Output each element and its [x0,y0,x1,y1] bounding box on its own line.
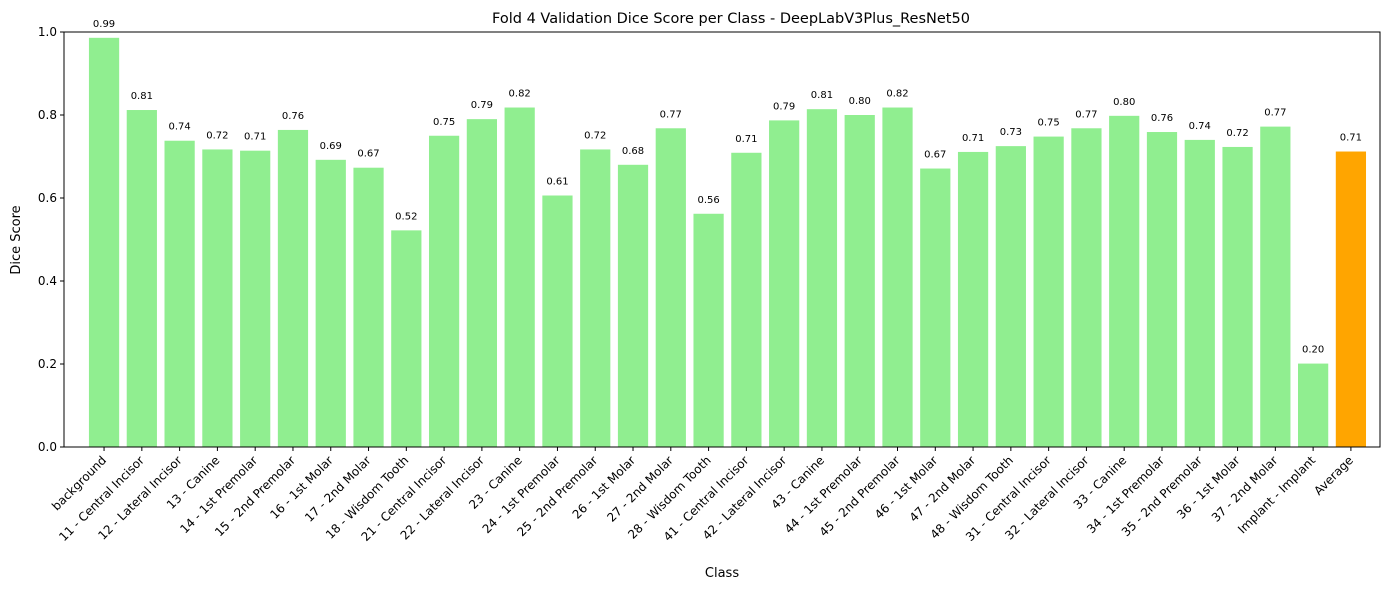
bar-24 [995,146,1026,447]
bar-value-label: 0.72 [206,130,228,141]
bar-value-label: 0.76 [282,111,304,122]
bar-31 [1260,126,1291,448]
bar-26 [1071,128,1102,447]
bar-value-label: 0.72 [584,130,606,141]
y-tick-label: 0.0 [38,440,57,454]
bar-2 [164,140,195,448]
chart-title: Fold 4 Validation Dice Score per Class -… [492,11,970,27]
bar-value-label: 0.56 [697,195,719,206]
bar-value-label: 0.82 [509,89,531,100]
bar-value-label: 0.81 [811,90,833,101]
bar-12 [542,195,573,447]
y-tick-label: 0.4 [38,274,57,288]
bar-value-label: 0.80 [1113,97,1135,108]
bar-value-label: 0.79 [773,101,795,112]
y-tick-label: 1.0 [38,25,57,39]
x-tick-label: 37 - 2nd Molar [1209,453,1281,525]
bar-7 [353,167,384,447]
bar-22 [920,168,951,447]
bar-13 [580,149,611,447]
bar-value-label: 0.75 [433,117,455,128]
bar-value-label: 0.76 [1151,113,1173,124]
bar-value-label: 0.20 [1302,345,1324,356]
x-tick-label: 27 - 2nd Molar [604,453,676,525]
bar-value-label: 0.69 [320,141,342,152]
bar-value-label: 0.72 [1226,128,1248,139]
y-axis-label: Dice Score [9,205,24,274]
bar-value-label: 0.71 [962,133,984,144]
bar-32 [1298,363,1329,447]
bar-1 [126,110,157,448]
bar-8 [391,230,422,447]
bar-5 [277,129,309,447]
bar-value-label: 0.74 [1189,121,1211,132]
bars-group [88,37,1367,448]
bar-value-label: 0.77 [660,109,682,120]
bar-value-label: 0.77 [1264,108,1286,119]
bar-25 [1033,136,1064,447]
bar-3 [202,149,233,447]
x-tick-label: Average [1311,453,1356,498]
x-axis-label: Class [705,566,739,581]
bar-28 [1146,132,1178,447]
bar-value-label: 0.61 [546,177,568,188]
bar-value-label: 0.74 [168,122,190,133]
bar-19 [806,109,838,447]
bar-value-label: 0.81 [131,91,153,102]
bar-value-label: 0.52 [395,211,417,222]
x-tick-label: 47 - 2nd Molar [907,453,979,525]
bar-23 [957,151,989,447]
bar-0 [88,37,120,448]
bar-14 [617,164,649,448]
bar-33 [1335,151,1367,447]
bar-value-label: 0.82 [886,89,908,100]
bar-value-label: 0.67 [357,149,379,160]
bar-value-label: 0.77 [1075,109,1097,120]
bar-value-label: 0.68 [622,146,644,157]
bar-value-label: 0.75 [1038,118,1060,129]
value-labels-group: 0.99 0.81 0.74 0.72 0.71 0.76 0.69 0.67 0.52 0.75… [93,19,1362,356]
bar-11 [504,107,535,447]
bar-20 [844,115,875,447]
y-tick-label: 0.8 [38,108,57,122]
bar-value-label: 0.67 [924,150,946,161]
bar-value-label: 0.99 [93,19,115,30]
bar-6 [315,159,346,447]
bar-value-label: 0.71 [735,134,757,145]
bar-29 [1184,139,1215,447]
bar-value-label: 0.79 [471,100,493,111]
bar-18 [769,120,800,448]
bar-9 [428,135,460,447]
bar-17 [731,152,762,447]
bar-30 [1222,146,1253,447]
bar-value-label: 0.80 [849,96,871,107]
bar-4 [240,150,271,447]
bar-15 [655,128,686,447]
y-axis: 0.0 0.2 0.4 0.6 0.8 1.0 [38,25,64,454]
bar-value-label: 0.71 [244,132,266,143]
bar-21 [882,107,913,447]
bar-27 [1109,115,1140,447]
y-tick-label: 0.2 [38,357,57,371]
bar-10 [466,119,497,448]
plot-frame [63,31,1381,448]
bar-value-label: 0.71 [1340,133,1362,144]
x-tick-label: 17 - 2nd Molar [302,453,374,525]
bar-value-label: 0.73 [1000,127,1022,138]
bar-16 [693,213,724,447]
y-tick-label: 0.6 [38,191,57,205]
